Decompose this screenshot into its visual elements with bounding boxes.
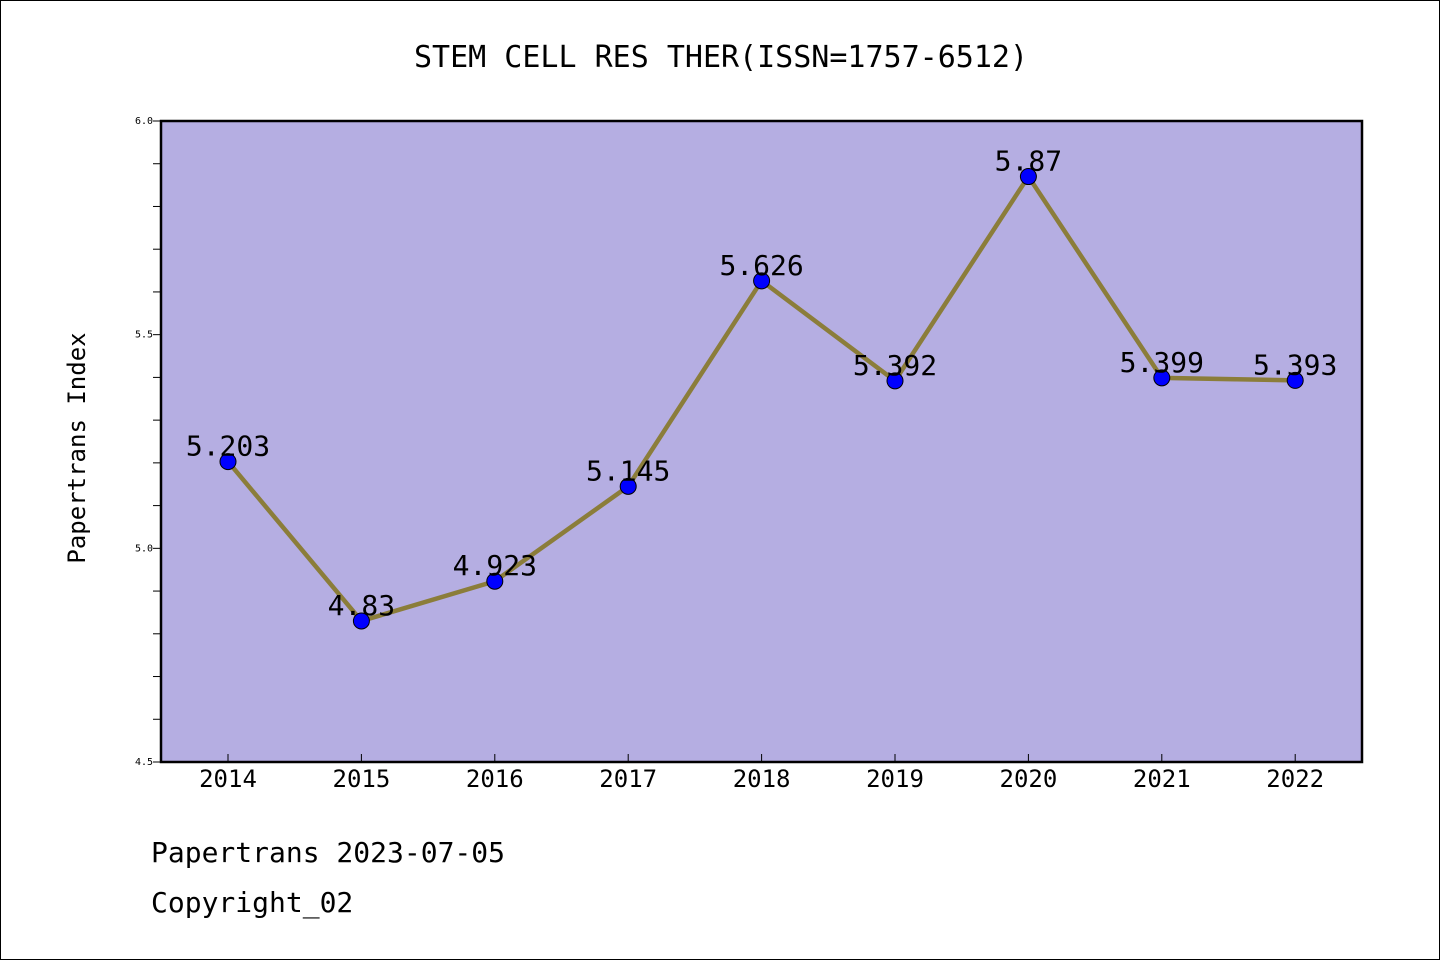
data-label: 5.87 [995,145,1062,178]
data-point [886,372,904,390]
x-tick-label: 2014 [199,765,257,793]
x-tick-label: 2022 [1266,765,1324,793]
x-tick-label: 2016 [466,765,524,793]
data-label: 4.83 [328,589,395,622]
data-point [219,453,237,471]
chart-title: STEM CELL RES THER(ISSN=1757-6512) [414,40,1028,75]
axis-layer: 4.5 5.0 5.5 6.0 2014 2015 2016 2017 2018 2019 2020… [135,116,1324,793]
data-label: 5.392 [853,349,937,382]
data-label: 5.626 [719,249,803,282]
footer-copyright-line: Copyright_02 [151,886,354,919]
data-label: 4.923 [453,549,537,582]
data-point [1153,369,1171,387]
data-point [486,572,504,590]
data-point [352,612,370,630]
series-layer: 5.203 4.83 4.923 5.145 5.626 5.392 5.87 5.399 5.… [186,145,1337,630]
x-tick-label: 2019 [866,765,924,793]
data-label: 5.393 [1253,348,1337,381]
data-label: 5.399 [1120,346,1204,379]
x-tick-label: 2020 [1000,765,1058,793]
y-tick-label: 5.5 [135,330,153,341]
x-tick-label: 2021 [1133,765,1191,793]
plot-area [161,121,1362,762]
y-tick-label: 6.0 [135,116,153,127]
data-label: 5.203 [186,430,270,463]
data-point [619,477,637,495]
footer-date-line: Papertrans 2023-07-05 [151,836,506,869]
data-point [1019,168,1037,186]
data-point [753,272,771,290]
y-tick-label: 5.0 [135,543,153,554]
data-label: 5.145 [586,454,670,487]
y-axis-label: Papertrans Index [63,332,91,563]
x-tick-label: 2018 [733,765,791,793]
x-tick-label: 2015 [333,765,391,793]
plot-border [159,119,1364,764]
x-tick-label: 2017 [599,765,657,793]
y-tick-label: 4.5 [135,757,153,768]
data-point [1286,371,1304,389]
